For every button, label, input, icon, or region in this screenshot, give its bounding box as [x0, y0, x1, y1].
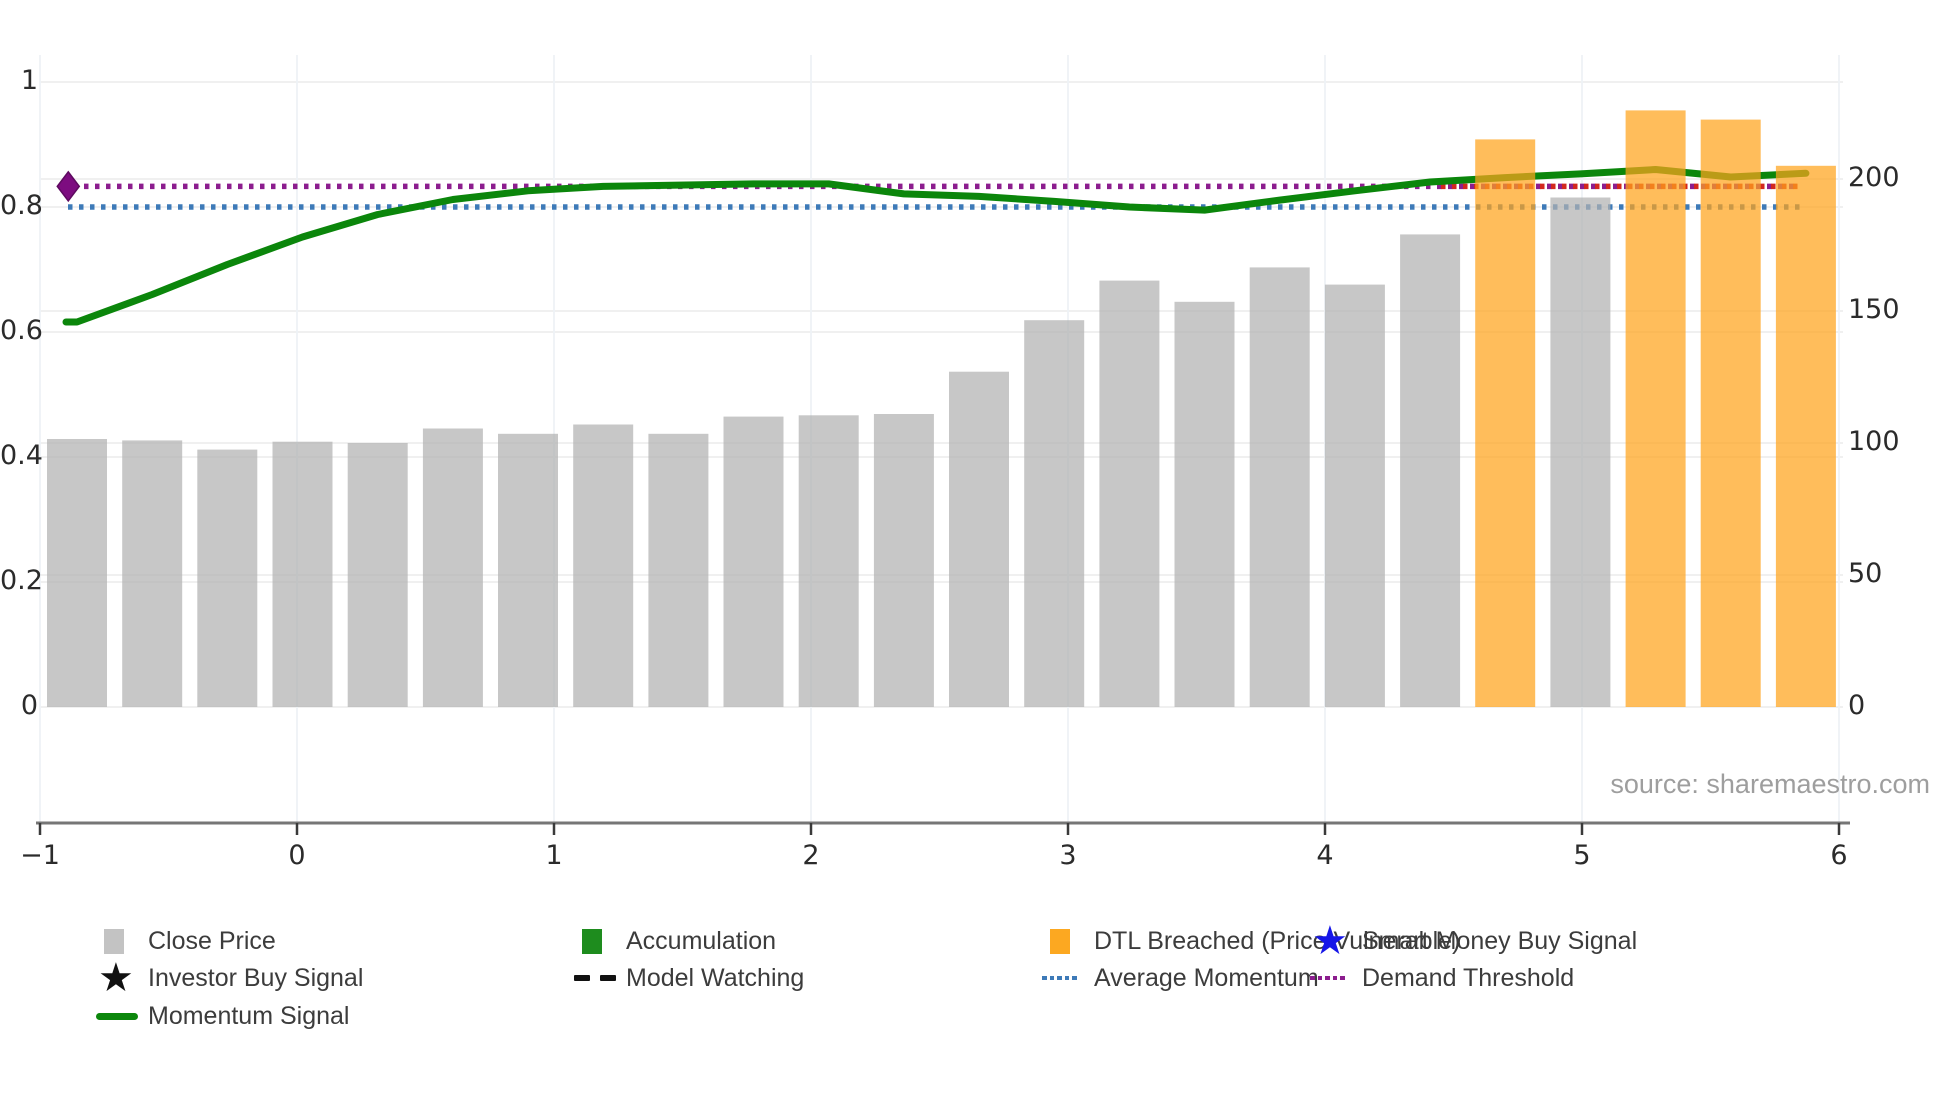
y-left-tick-label: 0.4: [0, 440, 43, 471]
bar-close-price: [422, 428, 483, 707]
momentum-signal-line: [62, 166, 1810, 326]
legend-item-model-watching: Model Watching: [574, 963, 805, 992]
bar-dtl-breached: [1700, 119, 1761, 708]
y-left-tick-label: 0.8: [0, 190, 43, 221]
legend-item-smart-money-buy-signal: ★ Smart Money Buy Signal: [1310, 919, 1638, 963]
bar-close-price: [1174, 301, 1235, 707]
legend-item-investor-buy-signal: ★ Investor Buy Signal: [96, 956, 364, 1000]
x-tick-label: 5: [1573, 840, 1591, 871]
star-icon: ★: [98, 956, 134, 1000]
bar-close-price: [1249, 267, 1310, 707]
bar-close-price: [498, 433, 558, 707]
y-right-tick-label: 0: [1848, 690, 1866, 721]
x-tick-label: 4: [1316, 840, 1334, 871]
bar-close-price: [47, 439, 107, 707]
legend-item-demand-threshold: Demand Threshold: [1310, 963, 1575, 992]
bar-dtl-breached: [1775, 165, 1836, 708]
bar-dtl-breached: [1625, 110, 1686, 707]
bar-close-price: [798, 415, 859, 707]
bar-close-price: [1400, 234, 1461, 707]
legend-item-accumulation: Accumulation: [574, 926, 777, 955]
dotted-line-swatch: [1042, 975, 1084, 981]
legend-label: Accumulation: [626, 926, 777, 955]
y-right-tick-label: 50: [1848, 558, 1883, 589]
bar-close-price: [347, 443, 408, 707]
y-left-tick-label: 0.2: [0, 565, 43, 596]
legend-label: Average Momentum: [1094, 963, 1319, 992]
legend-label: Demand Threshold: [1362, 963, 1575, 992]
bar-close-price: [122, 440, 183, 707]
bar-close-price: [873, 414, 934, 707]
dotted-line-swatch: [1310, 975, 1352, 981]
plot-area: [36, 55, 1850, 835]
x-tick-label: 1: [545, 840, 563, 871]
accumulation-swatch: [574, 928, 616, 954]
bar-dtl-breached: [1475, 139, 1536, 707]
legend-label: Smart Money Buy Signal: [1362, 926, 1638, 955]
legend-item-close-price: Close Price: [96, 926, 276, 955]
x-tick-label: 0: [288, 840, 306, 871]
bar-close-price: [272, 441, 333, 707]
x-tick-label: −1: [20, 840, 60, 871]
legend-item-average-momentum: Average Momentum: [1042, 963, 1319, 992]
dashed-line-swatch: [574, 975, 616, 981]
bar-close-price: [723, 416, 784, 707]
x-tick-label: 2: [802, 840, 820, 871]
legend-item-momentum-signal: Momentum Signal: [96, 1001, 350, 1030]
y-right-tick-label: 100: [1848, 426, 1900, 457]
bar-close-price: [1024, 320, 1085, 707]
legend-label: Close Price: [148, 926, 276, 955]
x-tick-label: 3: [1059, 840, 1077, 871]
bar-close-price: [648, 433, 709, 707]
star-icon: ★: [1312, 919, 1348, 963]
bar-close-price: [197, 449, 258, 707]
y-right-tick-label: 200: [1848, 162, 1900, 193]
legend-label: Investor Buy Signal: [148, 963, 364, 992]
legend-label: Momentum Signal: [148, 1001, 350, 1030]
bar-close-price: [573, 424, 634, 707]
bar-close-price: [949, 371, 1009, 707]
x-tick-label: 6: [1830, 840, 1848, 871]
solid-line-swatch: [96, 1012, 138, 1020]
bar-close-price: [1550, 197, 1611, 707]
close-price-swatch: [96, 928, 138, 954]
legend-item-dtl-breached: DTL Breached (Price Vulnerable): [1042, 926, 1461, 955]
bar-close-price: [1099, 280, 1160, 707]
legend-label: Model Watching: [626, 963, 805, 992]
bar-close-price: [1324, 284, 1385, 707]
y-left-tick-label: 0: [20, 690, 38, 721]
legend-label: DTL Breached (Price Vulnerable): [1094, 926, 1461, 955]
dtl-breached-swatch: [1042, 928, 1084, 954]
y-left-tick-label: 1: [20, 65, 38, 96]
demand-start-diamond-marker: [56, 170, 81, 203]
y-left-tick-label: 0.6: [0, 315, 43, 346]
y-right-tick-label: 150: [1848, 294, 1900, 325]
source-note: source: sharemaestro.com: [1610, 769, 1930, 799]
